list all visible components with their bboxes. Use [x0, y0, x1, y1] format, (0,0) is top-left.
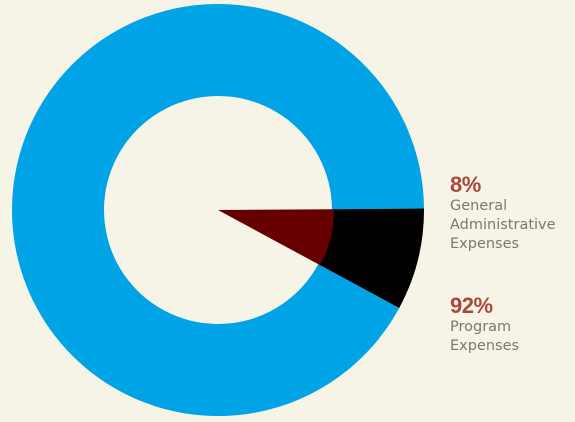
slice-admin-expenses	[318, 208, 425, 308]
legend-program-percent: 92%	[450, 293, 493, 318]
slice-admin-inner-wedge	[218, 209, 334, 266]
legend-admin-label-line-1: General	[450, 198, 508, 214]
legend-admin-label-line-3: Expenses	[450, 236, 520, 252]
legend-admin-label: General Administrative Expenses	[450, 197, 572, 254]
legend-program-label: Program Expenses	[450, 318, 572, 356]
legend-admin-label-line-2: Administrative	[450, 217, 556, 233]
legend-program-label-line-1: Program	[450, 319, 512, 335]
legend-item-program-expenses: 92% Program Expenses	[450, 294, 572, 356]
legend-program-label-line-2: Expenses	[450, 338, 520, 354]
slice-program-expenses	[12, 3, 424, 416]
legend-admin-percent: 8%	[450, 172, 481, 197]
legend-item-admin-expenses: 8% General Administrative Expenses	[450, 173, 572, 254]
